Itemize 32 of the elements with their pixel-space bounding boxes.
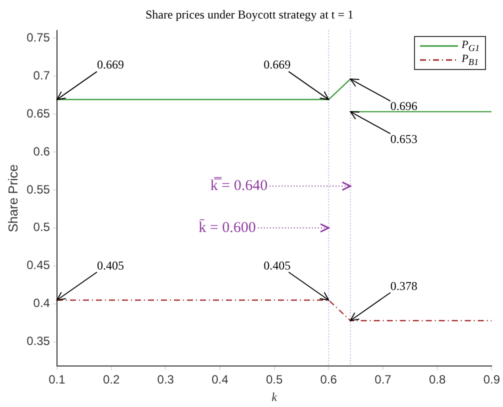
x-tick-label: 0.5 <box>266 372 283 387</box>
annotation: 0.653 <box>390 132 418 146</box>
annotation: 0.696 <box>390 99 418 114</box>
y-axis-title: Share Price <box>5 164 20 232</box>
chart-title: Share prices under Boycott strategy at t = 1 <box>145 7 354 22</box>
y-tick-label: 0.65 <box>26 106 50 120</box>
y-tick-label: 0.45 <box>26 258 50 272</box>
annotation: k̄ = 0.600 <box>198 218 256 236</box>
annotation: 0.378 <box>390 278 418 293</box>
annotation: 0.669 <box>96 58 124 72</box>
y-tick-label: 0.7 <box>33 68 50 82</box>
legend-label: P$_{G1}$ <box>462 39 480 54</box>
annotation: 0.405 <box>96 258 124 272</box>
legend-label: P$_{B1}$ <box>462 53 479 68</box>
annotation: 0.669 <box>264 58 291 72</box>
y-tick-label: 0.35 <box>26 334 50 348</box>
annotation: 0.405 <box>264 258 291 272</box>
y-tick-label: 0.5 <box>33 220 50 234</box>
x-axis-title: k <box>272 390 278 404</box>
x-tick-label: 0.6 <box>320 372 338 387</box>
y-tick-label: 0.4 <box>33 296 50 310</box>
x-tick-label: 0.3 <box>157 372 174 387</box>
x-tick-label: 0.2 <box>102 372 120 387</box>
x-tick-label: 0.4 <box>212 372 229 387</box>
x-tick-label: 0.8 <box>428 372 446 387</box>
x-tick-label: 0.7 <box>374 372 392 387</box>
x-tick-label: 0.1 <box>48 372 66 387</box>
x-tick-label: 0.9 <box>483 372 500 387</box>
annotation: k̿ = 0.640 <box>210 177 268 194</box>
y-tick-label: 0.75 <box>26 30 50 44</box>
y-tick-label: 0.6 <box>33 144 50 158</box>
y-tick-label: 0.55 <box>26 182 50 196</box>
